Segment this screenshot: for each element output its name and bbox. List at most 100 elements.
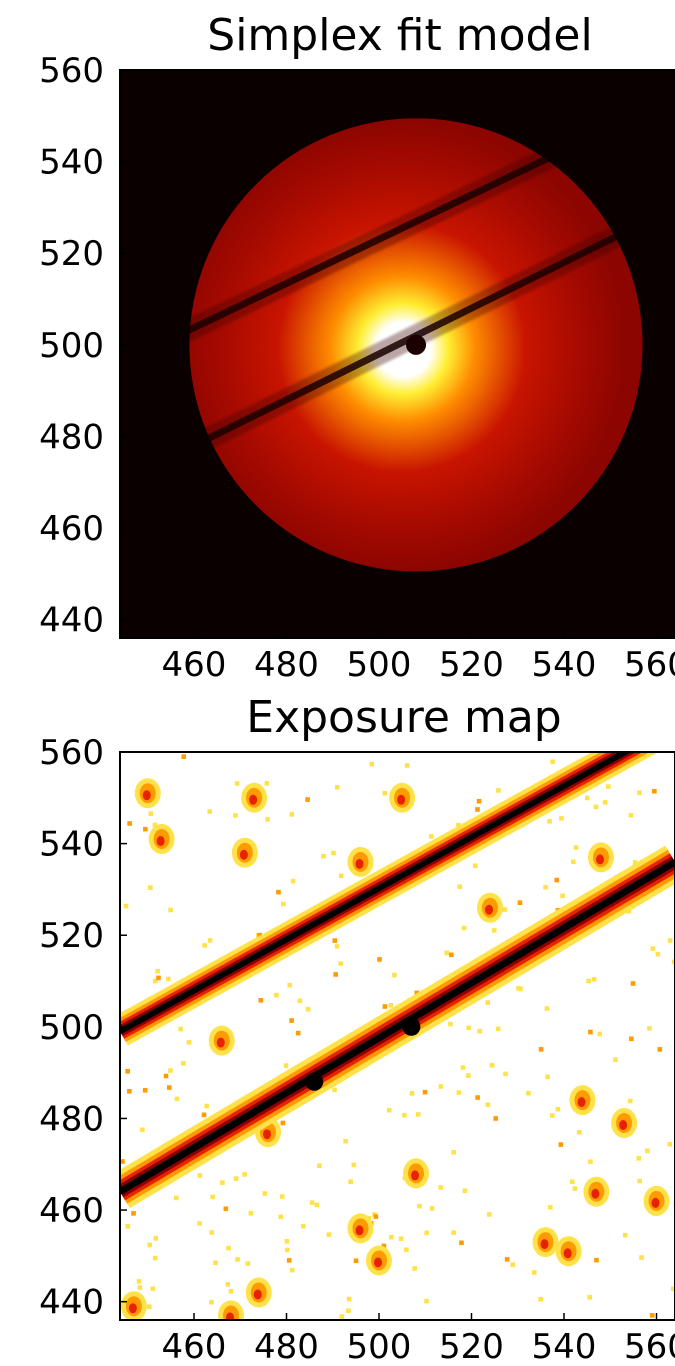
speckle — [386, 1107, 392, 1113]
panel-b-frame — [119, 751, 675, 1321]
speckle — [409, 1091, 415, 1096]
speckle — [377, 957, 382, 962]
speckle — [602, 800, 608, 805]
speckle — [332, 938, 338, 943]
speckle — [207, 938, 213, 943]
speckle — [647, 1026, 652, 1031]
speckle — [220, 1180, 225, 1185]
speckle — [314, 1202, 320, 1208]
speckle — [166, 1085, 172, 1090]
speckle — [148, 885, 153, 890]
speckle — [538, 1047, 544, 1052]
speckle — [284, 1238, 290, 1244]
speckle — [258, 998, 264, 1003]
speckle — [491, 928, 497, 933]
speckle — [204, 1103, 209, 1109]
exposure-blob-center — [142, 790, 151, 801]
speckle — [489, 1062, 495, 1068]
speckle — [207, 809, 212, 814]
speckle — [622, 1232, 628, 1238]
speckle — [178, 1026, 183, 1032]
speckle — [636, 1156, 641, 1161]
exposure-streak — [120, 752, 632, 1035]
exposure-blob-center — [253, 1289, 262, 1300]
speckle — [667, 938, 673, 943]
speckle — [213, 1260, 218, 1266]
y-tick-label: 500 — [39, 326, 104, 366]
speckle — [125, 1224, 131, 1229]
speckle — [597, 1031, 603, 1037]
speckle — [201, 1112, 207, 1118]
speckle — [412, 1266, 417, 1271]
speckle — [131, 1211, 136, 1216]
speckle — [136, 1279, 142, 1284]
speckle — [569, 1179, 575, 1185]
speckle — [166, 976, 171, 982]
speckle — [388, 1003, 394, 1008]
speckle — [137, 1285, 143, 1290]
exposure-blob-center — [128, 1303, 137, 1314]
speckle — [147, 1242, 152, 1248]
speckle — [456, 822, 461, 828]
speckle — [650, 946, 656, 951]
speckle — [649, 1313, 655, 1318]
panel-a-frame — [119, 69, 675, 639]
speckle — [148, 811, 154, 816]
speckle — [305, 797, 310, 802]
speckle — [593, 804, 599, 810]
speckle — [572, 1186, 578, 1191]
speckle — [466, 1073, 471, 1078]
speckle — [153, 1236, 159, 1241]
speckle — [576, 1130, 582, 1135]
speckle — [373, 1214, 379, 1219]
speckle — [234, 781, 240, 786]
speckle — [332, 1087, 337, 1093]
exposure-blob-center — [355, 858, 364, 869]
speckle — [223, 1206, 229, 1212]
y-tick-label: 540 — [39, 143, 104, 183]
speckle — [123, 903, 129, 909]
speckle — [459, 1240, 464, 1246]
exposure-blob-center — [651, 1197, 660, 1208]
speckle — [493, 1116, 499, 1121]
exposure-blob-center — [485, 904, 493, 915]
speckle — [448, 1021, 453, 1027]
speckle — [448, 952, 454, 958]
speckle — [543, 884, 548, 890]
speckle — [526, 1090, 531, 1096]
speckle — [438, 1084, 444, 1089]
speckle — [461, 925, 467, 931]
panel-a-title: Simplex fit model — [207, 10, 592, 61]
speckle — [422, 1089, 428, 1095]
panel-b-x-axis: 460 480 500 520 540 560 — [162, 1313, 675, 1366]
speckle — [398, 1236, 404, 1241]
panel-b-title: Exposure map — [246, 692, 561, 743]
x-tick-label: 480 — [254, 1327, 319, 1366]
exposure-blob-center — [411, 1170, 419, 1181]
speckle — [476, 798, 482, 804]
speckle — [284, 1247, 290, 1253]
y-tick-label: 560 — [39, 51, 104, 91]
speckle — [402, 1112, 407, 1118]
exposure-dark-spot — [402, 1017, 421, 1036]
exposure-blob-center — [216, 1037, 225, 1048]
speckle — [245, 1261, 251, 1266]
speckle — [152, 822, 158, 828]
speckle — [627, 1098, 633, 1104]
speckle — [351, 1162, 357, 1168]
speckle — [226, 1245, 231, 1251]
speckle — [181, 754, 187, 759]
x-tick-label: 460 — [162, 1327, 227, 1366]
speckle — [415, 1112, 421, 1117]
exposure-streak — [120, 858, 675, 1195]
x-tick-label: 520 — [439, 1327, 504, 1366]
exposure-blob-center — [397, 794, 406, 805]
speckle — [414, 990, 420, 996]
x-tick-label: 480 — [254, 645, 319, 685]
speckle — [264, 780, 270, 786]
speckle — [451, 1150, 456, 1155]
speckle — [510, 1262, 516, 1268]
speckle — [305, 1006, 311, 1012]
speckle — [571, 859, 576, 865]
